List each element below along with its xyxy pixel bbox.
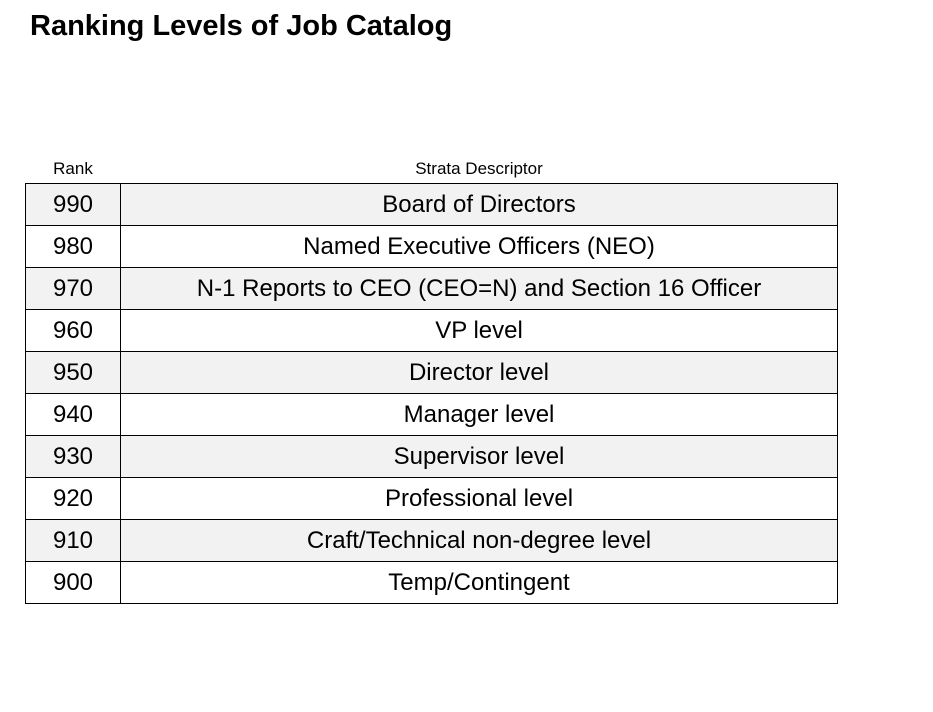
table-row: 900 Temp/Contingent bbox=[25, 561, 838, 604]
descriptor-cell: Director level bbox=[120, 351, 838, 394]
rank-cell: 980 bbox=[25, 225, 121, 268]
table-row: 980 Named Executive Officers (NEO) bbox=[25, 225, 838, 268]
rank-cell: 920 bbox=[25, 477, 121, 520]
descriptor-cell: Named Executive Officers (NEO) bbox=[120, 225, 838, 268]
descriptor-column-header: Strata Descriptor bbox=[415, 159, 543, 178]
rank-cell: 900 bbox=[25, 561, 121, 604]
table-row: 970 N-1 Reports to CEO (CEO=N) and Secti… bbox=[25, 267, 838, 310]
rank-cell: 930 bbox=[25, 435, 121, 478]
rank-cell: 990 bbox=[25, 183, 121, 226]
descriptor-cell: VP level bbox=[120, 309, 838, 352]
rank-cell: 960 bbox=[25, 309, 121, 352]
rank-column-header: Rank bbox=[53, 159, 93, 178]
descriptor-cell: Craft/Technical non-degree level bbox=[120, 519, 838, 562]
ranking-table: Rank Strata Descriptor 990 Board of Dire… bbox=[25, 159, 838, 604]
descriptor-cell: Board of Directors bbox=[120, 183, 838, 226]
header-row: Rank Strata Descriptor bbox=[26, 159, 838, 184]
descriptor-cell: Manager level bbox=[120, 393, 838, 436]
rank-cell: 910 bbox=[25, 519, 121, 562]
table-row: 950 Director level bbox=[25, 351, 838, 394]
rank-cell: 970 bbox=[25, 267, 121, 310]
table-row: 940 Manager level bbox=[25, 393, 838, 436]
rank-cell: 940 bbox=[25, 393, 121, 436]
table-row: 910 Craft/Technical non-degree level bbox=[25, 519, 838, 562]
table-row: 960 VP level bbox=[25, 309, 838, 352]
ranking-table-body: 990 Board of Directors 980 Named Executi… bbox=[25, 183, 838, 604]
table-row: 930 Supervisor level bbox=[25, 435, 838, 478]
descriptor-cell: Supervisor level bbox=[120, 435, 838, 478]
table-row: 920 Professional level bbox=[25, 477, 838, 520]
ranking-table-container: Rank Strata Descriptor 990 Board of Dire… bbox=[25, 159, 838, 604]
descriptor-cell: N-1 Reports to CEO (CEO=N) and Section 1… bbox=[120, 267, 838, 310]
page-title: Ranking Levels of Job Catalog bbox=[30, 10, 453, 42]
rank-cell: 950 bbox=[25, 351, 121, 394]
table-row: 990 Board of Directors bbox=[25, 183, 838, 226]
descriptor-cell: Temp/Contingent bbox=[120, 561, 838, 604]
table-header: Rank Strata Descriptor bbox=[26, 159, 838, 184]
descriptor-cell: Professional level bbox=[120, 477, 838, 520]
